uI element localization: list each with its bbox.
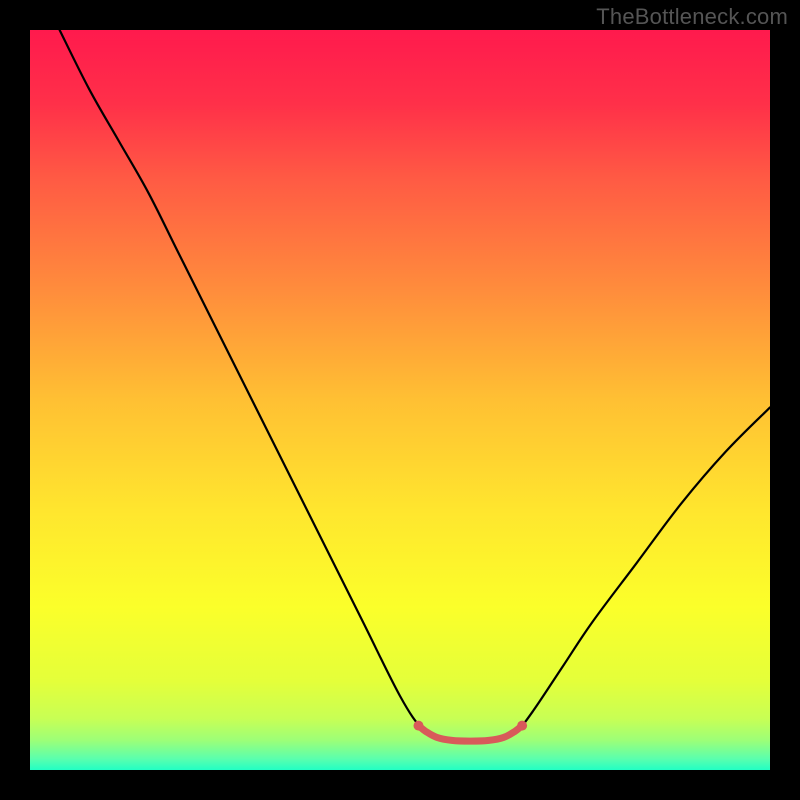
endpoint-marker-0 — [414, 721, 424, 731]
watermark-text: TheBottleneck.com — [596, 4, 788, 30]
gradient-background — [30, 30, 770, 770]
chart-container: TheBottleneck.com — [0, 0, 800, 800]
plot-svg — [30, 30, 770, 770]
endpoint-marker-1 — [517, 721, 527, 731]
plot-frame — [30, 30, 770, 770]
